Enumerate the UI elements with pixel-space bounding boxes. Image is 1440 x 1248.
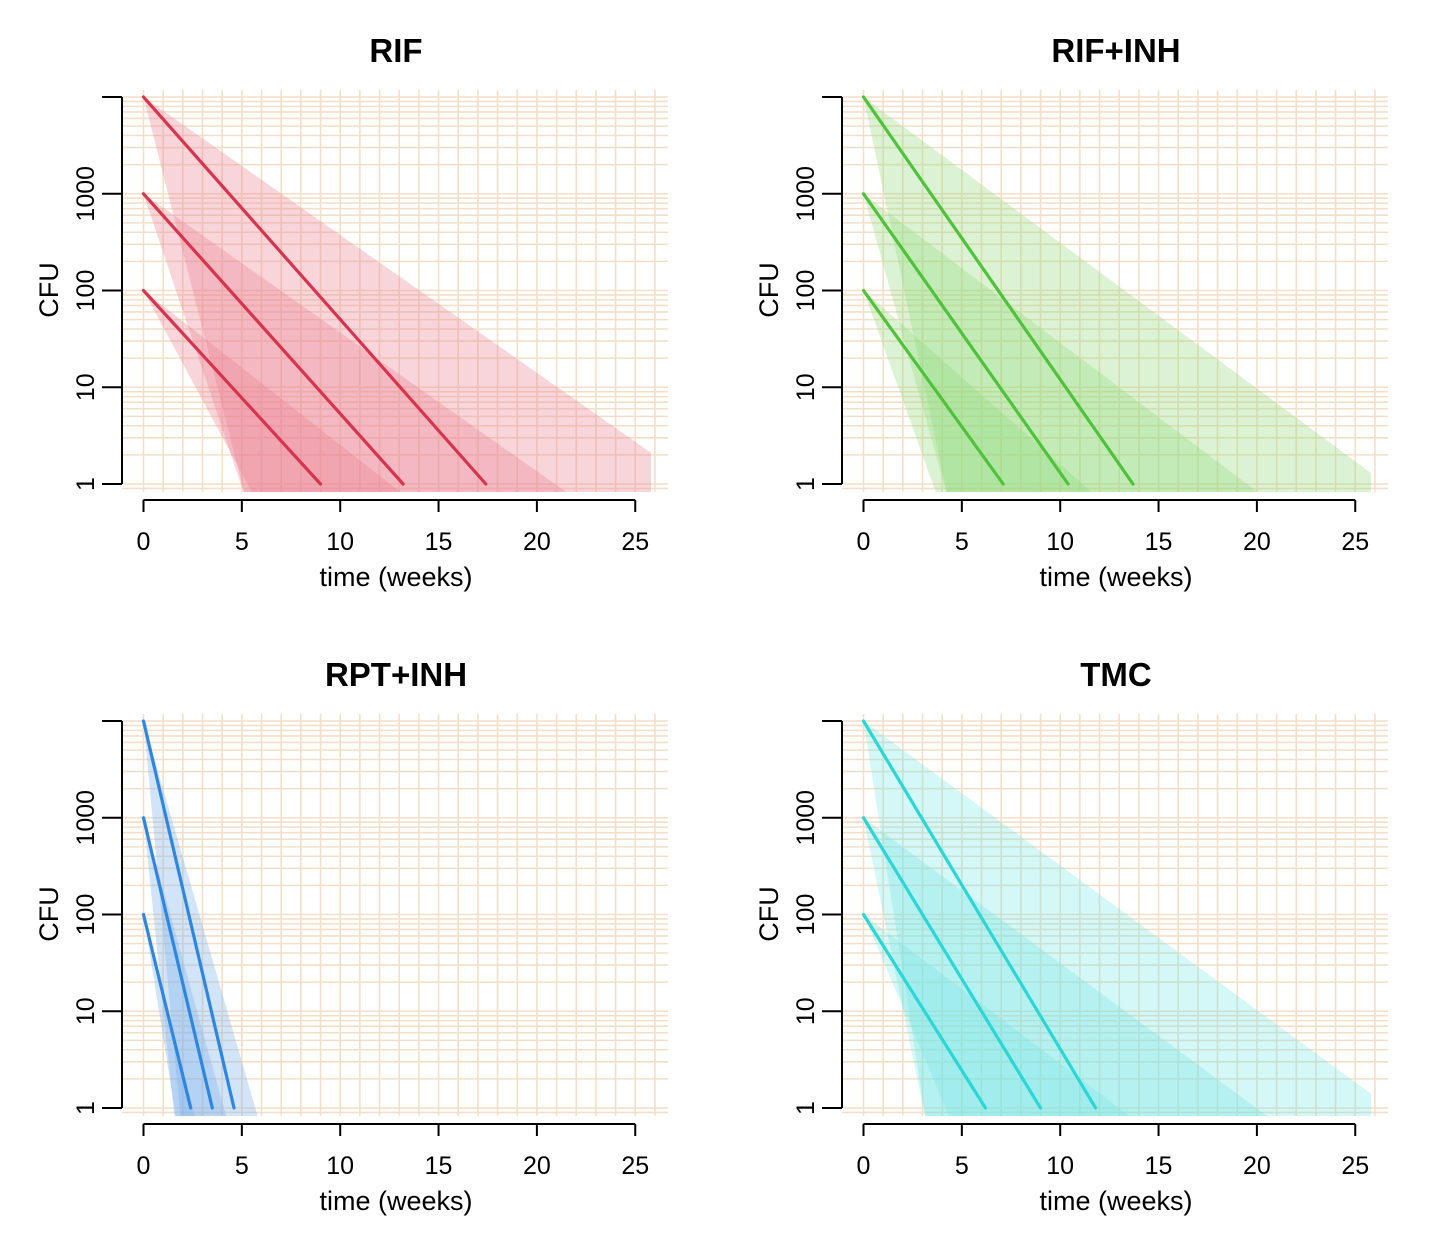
- confidence-band-3: [143, 290, 401, 492]
- confidence-band-2: [143, 193, 567, 492]
- y-tick-label: 10: [72, 373, 100, 401]
- x-axis-label: time (weeks): [319, 1186, 472, 1216]
- panel-title: TMC: [1080, 656, 1151, 693]
- y-tick-label: 1000: [792, 790, 820, 846]
- series-line-3: [861, 288, 1005, 486]
- x-tick-label: 0: [137, 528, 151, 556]
- y-tick-label: 1000: [72, 166, 100, 222]
- y-axis-label: CFU: [754, 262, 784, 318]
- x-tick-label: 25: [621, 528, 649, 556]
- panel-title: RPT+INH: [325, 656, 467, 693]
- y-tick-label: 1000: [792, 166, 820, 222]
- x-tick-label: 20: [1243, 528, 1271, 556]
- y-tick-label: 10: [792, 373, 820, 401]
- x-tick-label: 15: [425, 1152, 453, 1180]
- confidence-band-1: [863, 97, 1371, 492]
- y-axis-label: CFU: [34, 262, 64, 318]
- confidence-band-2: [863, 193, 1258, 492]
- y-tick-label: 1000: [72, 790, 100, 846]
- x-axis: 0 5 10 15 20 25: [137, 499, 649, 556]
- x-tick-label: 15: [1145, 528, 1173, 556]
- series-lines: [861, 95, 1135, 486]
- y-axis-label: CFU: [34, 886, 64, 942]
- series-line-2: [141, 816, 214, 1110]
- panel-title: RIF: [369, 32, 422, 69]
- confidence-band-1: [863, 721, 1371, 1116]
- y-tick-label: 100: [792, 270, 820, 312]
- y-axis: 1 10 100 1000: [72, 96, 123, 491]
- x-tick-label: 20: [1243, 1152, 1271, 1180]
- y-tick-label: 1: [72, 477, 100, 491]
- x-axis-label: time (weeks): [1039, 562, 1192, 592]
- confidence-bands: [863, 97, 1371, 492]
- series-line-1: [861, 95, 1135, 486]
- y-tick-label: 10: [72, 997, 100, 1025]
- series-lines: [141, 95, 488, 486]
- series-line-2: [861, 192, 1070, 486]
- series-line-2: [861, 816, 1043, 1110]
- x-axis-label: time (weeks): [319, 562, 472, 592]
- x-axis: 0 5 10 15 20 25: [137, 1123, 649, 1180]
- y-axis-label: CFU: [754, 886, 784, 942]
- y-tick-label: 1: [792, 477, 820, 491]
- x-tick-label: 0: [137, 1152, 151, 1180]
- series-line-1: [141, 719, 236, 1110]
- series-line-1: [141, 95, 488, 486]
- series-line-3: [141, 288, 323, 486]
- confidence-band-1: [143, 97, 651, 492]
- x-tick-label: 20: [523, 528, 551, 556]
- x-tick-label: 5: [955, 1152, 969, 1180]
- x-tick-label: 15: [425, 528, 453, 556]
- x-tick-label: 5: [235, 1152, 249, 1180]
- series-line-2: [141, 192, 405, 486]
- x-tick-label: 25: [1341, 528, 1369, 556]
- confidence-band-1: [143, 721, 258, 1116]
- x-tick-label: 20: [523, 1152, 551, 1180]
- y-axis: 1 10 100 1000: [792, 720, 843, 1115]
- y-tick-label: 100: [792, 894, 820, 936]
- x-tick-label: 10: [326, 1152, 354, 1180]
- x-tick-label: 5: [955, 528, 969, 556]
- series-lines: [141, 719, 236, 1110]
- y-tick-label: 10: [792, 997, 820, 1025]
- grid: [842, 714, 1388, 1116]
- grid: [122, 90, 668, 492]
- x-tick-label: 5: [235, 528, 249, 556]
- panel-rif-inh: RIF+INH time (weeks) CFU 0 5 10 15 20 25 1 10 10…: [754, 32, 1388, 592]
- x-axis: 0 5 10 15 20 25: [857, 499, 1369, 556]
- x-tick-label: 10: [1046, 528, 1074, 556]
- x-axis-label: time (weeks): [1039, 1186, 1192, 1216]
- y-tick-label: 100: [72, 894, 100, 936]
- x-tick-label: 10: [1046, 1152, 1074, 1180]
- x-tick-label: 10: [326, 528, 354, 556]
- panel-title: RIF+INH: [1051, 32, 1180, 69]
- series-line-1: [861, 719, 1098, 1110]
- panel-rpt-inh: RPT+INH time (weeks) CFU 0 5 10 15 20 25 1 10 10…: [34, 656, 668, 1216]
- series-line-3: [861, 912, 988, 1110]
- y-axis: 1 10 100 1000: [72, 720, 123, 1115]
- x-tick-label: 15: [1145, 1152, 1173, 1180]
- x-tick-label: 0: [857, 528, 871, 556]
- series-lines: [861, 719, 1098, 1110]
- panel-rif: RIF time (weeks) CFU 0 5 10 15 20 25 1 10 100 100…: [34, 32, 668, 592]
- series-line-3: [141, 912, 193, 1110]
- x-axis: 0 5 10 15 20 25: [857, 1123, 1369, 1180]
- confidence-bands: [863, 721, 1371, 1116]
- confidence-bands: [143, 97, 651, 492]
- y-tick-label: 100: [72, 270, 100, 312]
- panel-tmc: TMC time (weeks) CFU 0 5 10 15 20 25 1 10 100 100…: [754, 656, 1388, 1216]
- x-tick-label: 25: [1341, 1152, 1369, 1180]
- y-tick-label: 1: [792, 1101, 820, 1115]
- y-tick-label: 1: [72, 1101, 100, 1115]
- x-tick-label: 0: [857, 1152, 871, 1180]
- y-axis: 1 10 100 1000: [792, 96, 843, 491]
- x-tick-label: 25: [621, 1152, 649, 1180]
- grid: [122, 714, 668, 1116]
